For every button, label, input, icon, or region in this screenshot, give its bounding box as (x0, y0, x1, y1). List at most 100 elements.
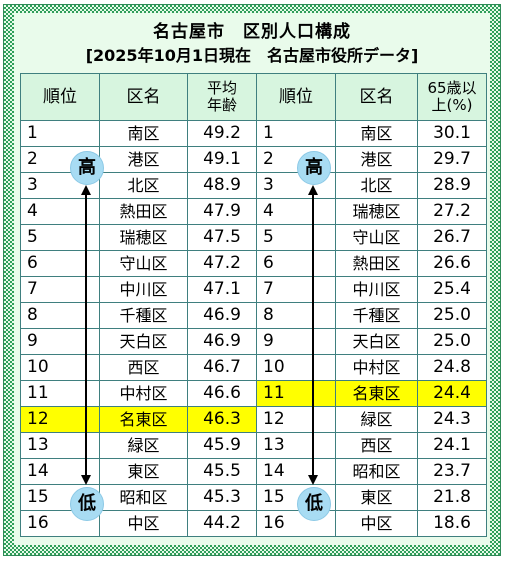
left-ward-cell: 港区 (99, 146, 188, 173)
right-ward-cell: 中川区 (335, 276, 418, 303)
arrow-down-left-icon (81, 475, 91, 485)
right-value-cell: 28.9 (417, 172, 487, 199)
right-value-cell: 18.6 (417, 510, 487, 537)
left-value-cell: 45.3 (187, 484, 257, 511)
table-row: 7 中川区 47.1 7 中川区 25.4 (20, 276, 487, 303)
low-badge-left: 低 (70, 487, 104, 521)
left-ward-cell: 中区 (99, 510, 188, 537)
right-value-cell: 24.4 (417, 380, 487, 407)
table-row: 15 昭和区 45.3 15 東区 21.8 (20, 484, 487, 511)
left-ward-cell: 熱田区 (99, 198, 188, 225)
right-value-cell: 23.7 (417, 458, 487, 485)
arrow-down-right-icon (308, 475, 318, 485)
left-ward-cell: 東区 (99, 458, 188, 485)
right-ward-cell: 昭和区 (335, 458, 418, 485)
left-value-cell: 46.3 (187, 406, 257, 433)
left-ward-cell: 名東区 (99, 406, 188, 433)
table-row: 12 名東区 46.3 12 緑区 24.3 (20, 406, 487, 433)
right-ward-cell: 港区 (335, 146, 418, 173)
left-value-cell: 44.2 (187, 510, 257, 537)
left-ward-cell: 緑区 (99, 432, 188, 459)
right-value-cell: 29.7 (417, 146, 487, 173)
right-ward-cell: 熱田区 (335, 250, 418, 277)
page-frame: 名古屋市 区別人口構成 [2025年10月1日現在 名古屋市役所データ] 順位 … (3, 4, 501, 556)
left-ward-cell: 南区 (99, 120, 188, 147)
left-ward-cell: 瑞穂区 (99, 224, 188, 251)
right-value-cell: 21.8 (417, 484, 487, 511)
right-value-cell: 27.2 (417, 198, 487, 225)
right-value-cell: 25.0 (417, 302, 487, 329)
right-rank-cell: 11 (256, 380, 336, 407)
left-ward-cell: 守山区 (99, 250, 188, 277)
right-ward-cell: 中区 (335, 510, 418, 537)
header-ward-left: 区名 (99, 73, 188, 121)
left-ward-cell: 天白区 (99, 328, 188, 355)
header-row: 順位 区名 平均 年齢 順位 区名 65歳以 上(%) (20, 73, 487, 121)
left-value-cell: 47.1 (187, 276, 257, 303)
left-value-cell: 49.2 (187, 120, 257, 147)
table-row: 13 緑区 45.9 13 西区 24.1 (20, 432, 487, 459)
left-value-cell: 47.2 (187, 250, 257, 277)
right-ward-cell: 守山区 (335, 224, 418, 251)
right-ward-cell: 天白区 (335, 328, 418, 355)
right-rank-cell: 10 (256, 354, 336, 381)
right-ward-cell: 中村区 (335, 354, 418, 381)
right-ward-cell: 瑞穂区 (335, 198, 418, 225)
left-ward-cell: 中村区 (99, 380, 188, 407)
right-rank-cell: 5 (256, 224, 336, 251)
right-ward-cell: 北区 (335, 172, 418, 199)
right-ward-cell: 西区 (335, 432, 418, 459)
right-ward-cell: 千種区 (335, 302, 418, 329)
left-value-cell: 46.6 (187, 380, 257, 407)
right-rank-cell: 4 (256, 198, 336, 225)
right-value-cell: 26.6 (417, 250, 487, 277)
left-rank-cell: 13 (20, 432, 100, 459)
right-ward-cell: 南区 (335, 120, 418, 147)
right-value-cell: 25.0 (417, 328, 487, 355)
right-ward-cell: 緑区 (335, 406, 418, 433)
table-row: 8 千種区 46.9 8 千種区 25.0 (20, 302, 487, 329)
page-title: 名古屋市 区別人口構成 (153, 22, 351, 42)
left-rank-cell: 11 (20, 380, 100, 407)
left-ward-cell: 北区 (99, 172, 188, 199)
left-rank-cell: 10 (20, 354, 100, 381)
left-value-cell: 46.7 (187, 354, 257, 381)
left-value-cell: 48.9 (187, 172, 257, 199)
right-rank-cell: 12 (256, 406, 336, 433)
header-avg-age: 平均 年齢 (187, 73, 257, 121)
right-rank-cell: 8 (256, 302, 336, 329)
right-rank-cell: 1 (256, 120, 336, 147)
left-rank-cell: 8 (20, 302, 100, 329)
left-rank-cell: 1 (20, 120, 100, 147)
arrow-shaft-right (312, 194, 314, 476)
left-rank-cell: 6 (20, 250, 100, 277)
high-badge-left: 高 (70, 151, 104, 185)
left-ward-cell: 昭和区 (99, 484, 188, 511)
left-rank-cell: 5 (20, 224, 100, 251)
arrow-shaft-left (85, 194, 87, 476)
left-ward-cell: 西区 (99, 354, 188, 381)
left-rank-cell: 12 (20, 406, 100, 433)
right-value-cell: 30.1 (417, 120, 487, 147)
high-badge-right: 高 (297, 151, 331, 185)
left-value-cell: 47.9 (187, 198, 257, 225)
arrow-up-right-icon (308, 185, 318, 195)
page-subtitle: [2025年10月1日現在 名古屋市役所データ] (85, 46, 419, 65)
left-rank-cell: 7 (20, 276, 100, 303)
table-row: 11 中村区 46.6 11 名東区 24.4 (20, 380, 487, 407)
left-value-cell: 45.9 (187, 432, 257, 459)
right-rank-cell: 7 (256, 276, 336, 303)
right-rank-cell: 13 (256, 432, 336, 459)
header-elderly-ratio: 65歳以 上(%) (417, 73, 487, 121)
left-ward-cell: 中川区 (99, 276, 188, 303)
right-rank-cell: 9 (256, 328, 336, 355)
right-value-cell: 25.4 (417, 276, 487, 303)
right-ward-cell: 名東区 (335, 380, 418, 407)
right-value-cell: 24.3 (417, 406, 487, 433)
table-row: 9 天白区 46.9 9 天白区 25.0 (20, 328, 487, 355)
table-row: 4 熱田区 47.9 4 瑞穂区 27.2 (20, 198, 487, 225)
left-value-cell: 49.1 (187, 146, 257, 173)
left-value-cell: 45.5 (187, 458, 257, 485)
table-row: 6 守山区 47.2 6 熱田区 26.6 (20, 250, 487, 277)
right-value-cell: 26.7 (417, 224, 487, 251)
